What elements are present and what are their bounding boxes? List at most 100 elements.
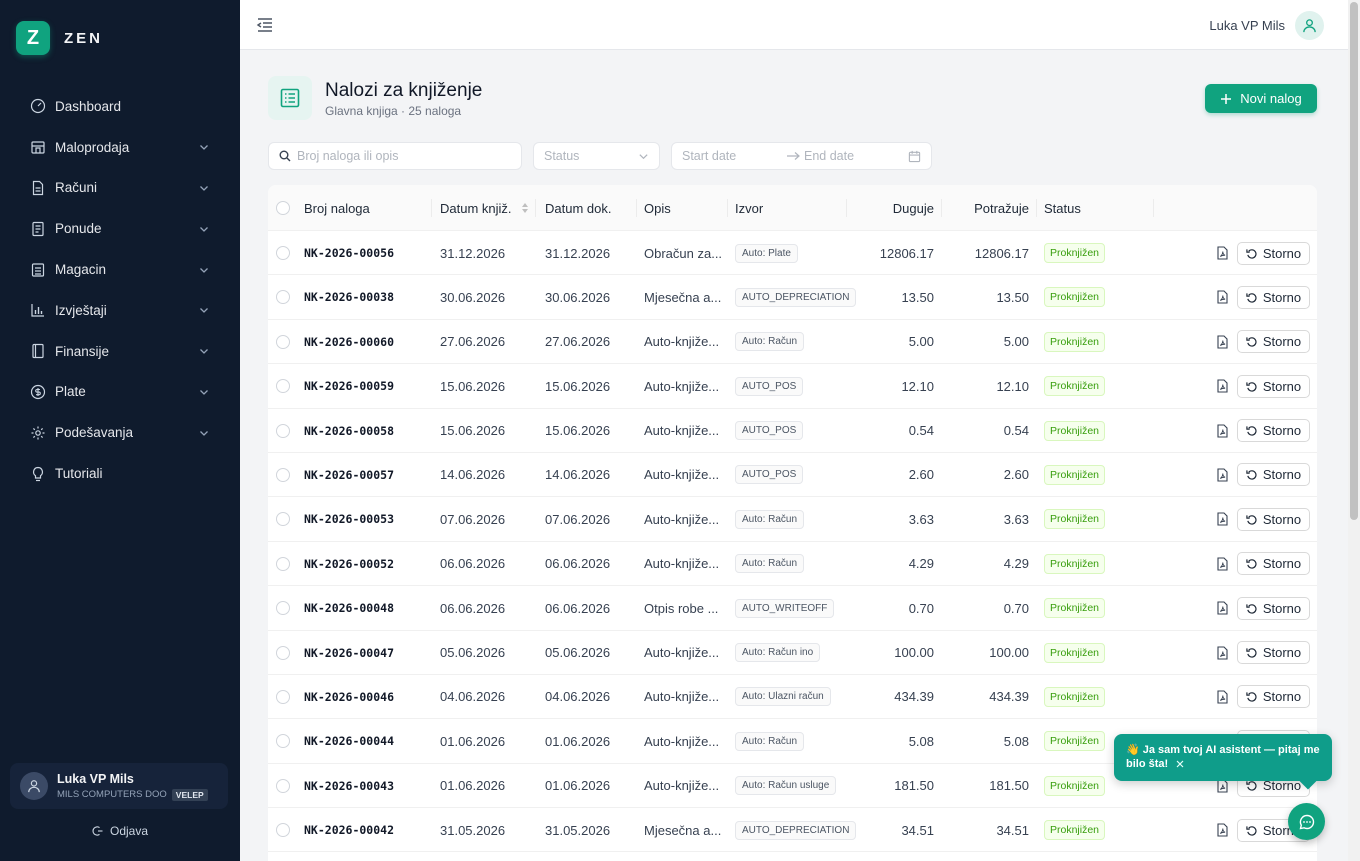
chevron-down-icon[interactable] (198, 141, 210, 153)
table-row[interactable]: NK-2026-00038 30.06.2026 30.06.2026 Mjesečn… (268, 275, 1317, 320)
table-row[interactable]: NK-2026-00043 01.06.2026 01.06.2026 Auto-kn… (268, 764, 1317, 809)
row-checkbox[interactable] (276, 719, 290, 763)
chevron-down-icon[interactable] (198, 223, 210, 235)
sort-icon[interactable] (521, 202, 529, 214)
cell-broj-naloga[interactable]: NK-2026-00042 (304, 823, 395, 838)
cell-broj-naloga[interactable]: NK-2026-00059 (304, 379, 395, 394)
cell-broj-naloga[interactable]: NK-2026-00058 (304, 423, 395, 438)
storno-button[interactable]: Storno (1237, 497, 1310, 541)
cell-broj-naloga[interactable]: NK-2026-00053 (304, 512, 395, 527)
pdf-icon[interactable] (1216, 675, 1229, 719)
col-header-broj[interactable]: Broj naloga (304, 185, 432, 231)
table-row[interactable]: NK-2026-00047 05.06.2026 05.06.2026 Auto-kn… (268, 631, 1317, 675)
cell-broj-naloga[interactable]: NK-2026-00056 (304, 246, 395, 260)
pdf-icon[interactable] (1216, 497, 1229, 541)
pdf-icon[interactable] (1216, 808, 1229, 852)
row-checkbox[interactable] (276, 631, 290, 675)
table-row[interactable]: NK-2026-00059 15.06.2026 15.06.2026 Auto-kn… (268, 364, 1317, 409)
sidebar-item-plate[interactable]: Plate (0, 372, 240, 413)
row-checkbox[interactable] (276, 764, 290, 808)
sidebar-item-maloprodaja[interactable]: Maloprodaja (0, 127, 240, 168)
chevron-down-icon[interactable] (198, 304, 210, 316)
storno-button[interactable]: Storno (1237, 542, 1310, 586)
storno-button[interactable]: Storno (1237, 275, 1310, 319)
chevron-down-icon[interactable] (198, 386, 210, 398)
table-row[interactable]: NK-2026-00046 04.06.2026 04.06.2026 Auto-kn… (268, 675, 1317, 720)
storno-button[interactable]: Storno (1237, 631, 1310, 675)
pdf-icon[interactable] (1216, 364, 1229, 408)
pdf-icon[interactable] (1216, 542, 1229, 586)
search-input[interactable]: Broj naloga ili opis (268, 142, 522, 170)
end-date-input[interactable]: End date (804, 149, 855, 163)
sidebar-item-magacin[interactable]: Magacin (0, 249, 240, 290)
row-checkbox[interactable] (276, 586, 290, 630)
top-user-menu[interactable]: Luka VP Mils (1209, 11, 1324, 40)
cell-broj-naloga[interactable]: NK-2026-00047 (304, 645, 395, 660)
status-select[interactable]: Status (533, 142, 660, 170)
ai-chat-button[interactable] (1288, 803, 1325, 840)
storno-button[interactable]: Storno (1237, 364, 1310, 408)
sidebar-item-dashboard[interactable]: Dashboard (0, 86, 240, 127)
date-range-picker[interactable]: Start date End date (671, 142, 932, 170)
row-checkbox[interactable] (276, 320, 290, 364)
pdf-icon[interactable] (1216, 586, 1229, 630)
table-row[interactable]: NK-2026-00048 06.06.2026 06.06.2026 Otpis r… (268, 586, 1317, 631)
cell-broj-naloga[interactable]: NK-2026-00048 (304, 601, 395, 616)
row-checkbox[interactable] (276, 675, 290, 719)
user-card[interactable]: Luka VP Mils MILS COMPUTERS DOO VELEP (10, 763, 228, 809)
cell-broj-naloga[interactable]: NK-2026-00057 (304, 467, 395, 482)
row-checkbox[interactable] (276, 231, 290, 275)
cell-broj-naloga[interactable]: NK-2026-00043 (304, 778, 395, 793)
table-row[interactable]: NK-2026-00042 31.05.2026 31.05.2026 Mjesečn… (268, 808, 1317, 853)
scrollbar-thumb[interactable] (1350, 2, 1358, 520)
brand[interactable]: Z ZEN (0, 0, 240, 76)
row-checkbox[interactable] (276, 364, 290, 408)
table-row[interactable]: NK-2026-00056 31.12.2026 31.12.2026 Obračun… (268, 231, 1317, 276)
storno-button[interactable]: Storno (1237, 231, 1310, 275)
logout-button[interactable]: Odjava (0, 824, 240, 838)
sidebar-item-podesavanja[interactable]: Podešavanja (0, 412, 240, 453)
select-all-checkbox[interactable] (276, 185, 290, 231)
pdf-icon[interactable] (1216, 231, 1229, 275)
storno-button[interactable]: Storno (1237, 586, 1310, 630)
table-row[interactable]: NK-2026-00058 15.06.2026 15.06.2026 Auto-kn… (268, 409, 1317, 453)
row-checkbox[interactable] (276, 808, 290, 852)
row-checkbox[interactable] (276, 453, 290, 497)
storno-button[interactable]: Storno (1237, 453, 1310, 497)
cell-broj-naloga[interactable]: NK-2026-00044 (304, 734, 395, 749)
chevron-down-icon[interactable] (198, 264, 210, 276)
cell-broj-naloga[interactable]: NK-2026-00038 (304, 290, 395, 305)
menu-fold-icon[interactable] (256, 16, 274, 34)
storno-button[interactable]: Storno (1237, 409, 1310, 453)
pdf-icon[interactable] (1216, 409, 1229, 453)
chevron-down-icon[interactable] (198, 345, 210, 357)
sidebar-item-tutoriali[interactable]: Tutoriali (0, 453, 240, 494)
ai-assistant-bubble[interactable]: 👋 Ja sam tvoj AI asistent — pitaj me bil… (1114, 734, 1332, 781)
sidebar-item-ponude[interactable]: Ponude (0, 208, 240, 249)
table-row[interactable]: NK-2026-00053 07.06.2026 07.06.2026 Auto-kn… (268, 497, 1317, 542)
storno-button[interactable]: Storno (1237, 320, 1310, 364)
pdf-icon[interactable] (1216, 453, 1229, 497)
pdf-icon[interactable] (1216, 275, 1229, 319)
row-checkbox[interactable] (276, 542, 290, 586)
storno-button[interactable]: Storno (1237, 675, 1310, 719)
cell-broj-naloga[interactable]: NK-2026-00060 (304, 334, 395, 349)
sidebar-item-finansije[interactable]: Finansije (0, 331, 240, 372)
table-row[interactable]: NK-2026-00052 06.06.2026 06.06.2026 Auto-kn… (268, 542, 1317, 587)
chevron-down-icon[interactable] (198, 182, 210, 194)
table-row[interactable]: NK-2026-00060 27.06.2026 27.06.2026 Auto-kn… (268, 320, 1317, 365)
pdf-icon[interactable] (1216, 320, 1229, 364)
row-checkbox[interactable] (276, 275, 290, 319)
row-checkbox[interactable] (276, 497, 290, 541)
start-date-input[interactable]: Start date (682, 149, 737, 163)
col-header-datum-knjiz[interactable]: Datum knjiž. (440, 185, 536, 231)
cell-broj-naloga[interactable]: NK-2026-00046 (304, 689, 395, 704)
row-checkbox[interactable] (276, 409, 290, 453)
sidebar-item-izvjestaji[interactable]: Izvještaji (0, 290, 240, 331)
pdf-icon[interactable] (1216, 631, 1229, 675)
cell-broj-naloga[interactable]: NK-2026-00052 (304, 556, 395, 571)
chevron-down-icon[interactable] (198, 427, 210, 439)
new-order-button[interactable]: Novi nalog (1205, 84, 1317, 113)
table-row[interactable]: NK-2026-00057 14.06.2026 14.06.2026 Auto-kn… (268, 453, 1317, 498)
page-scrollbar[interactable] (1348, 0, 1360, 861)
